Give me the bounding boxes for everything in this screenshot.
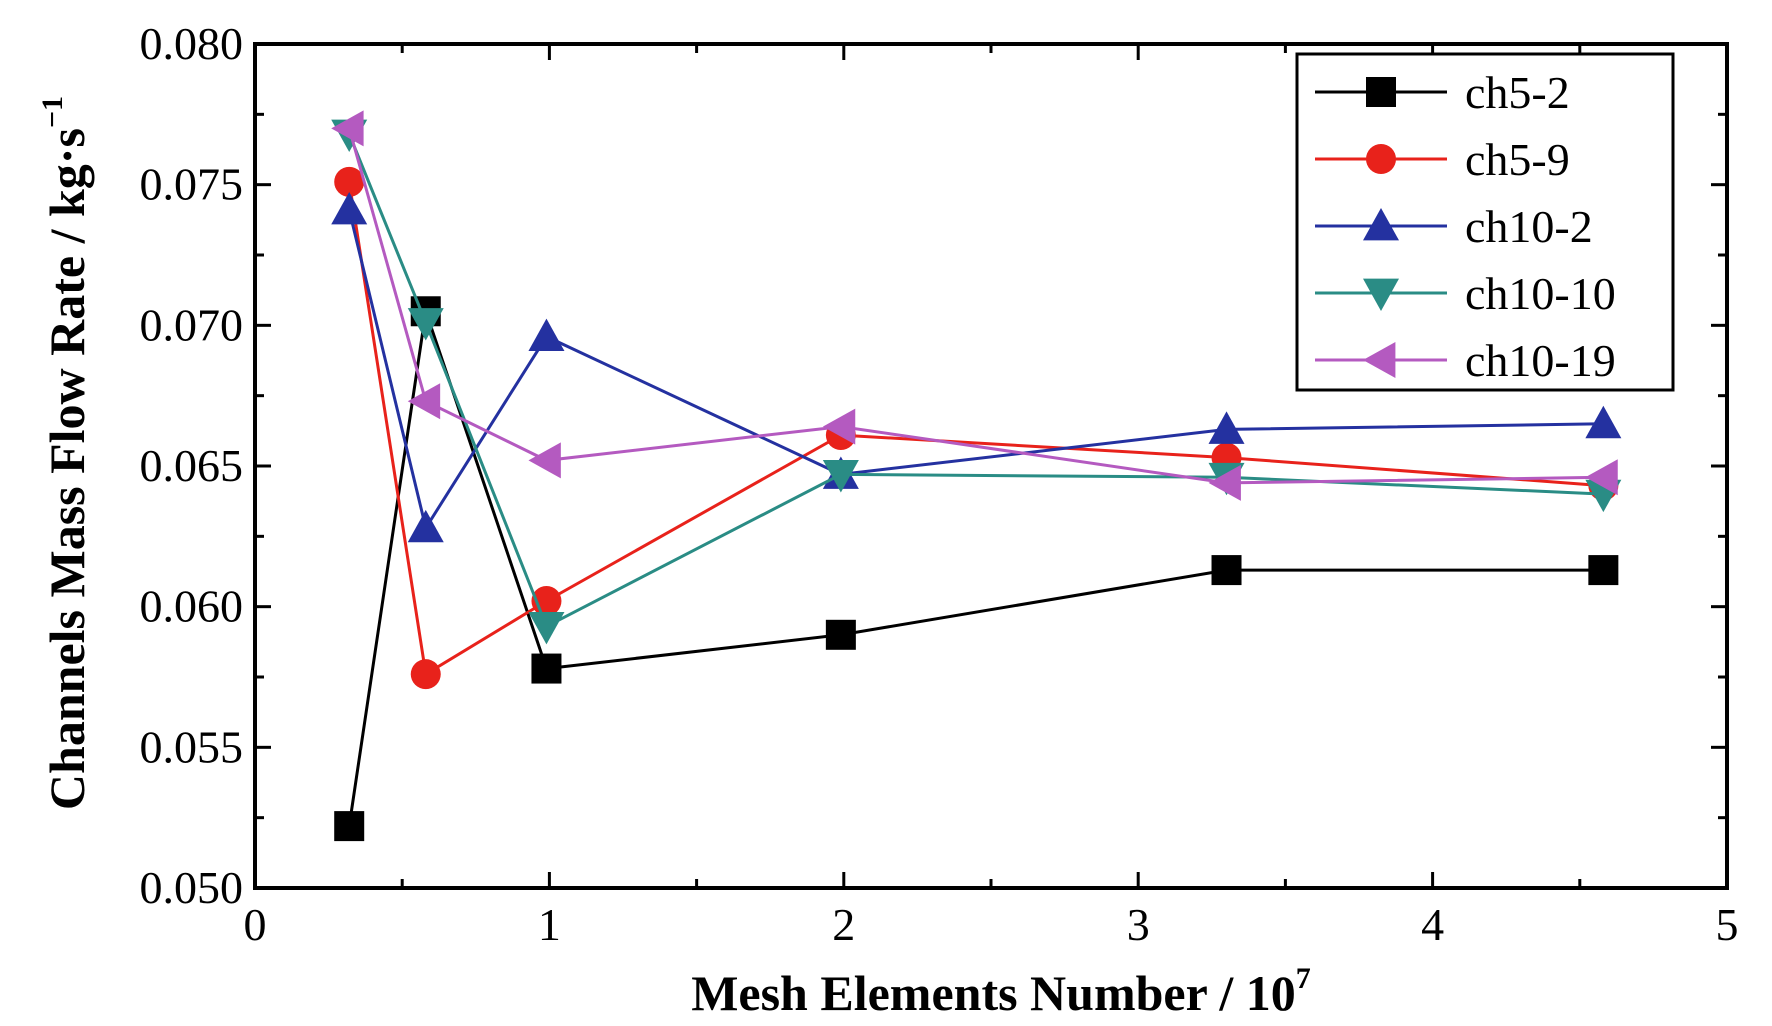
legend-marker <box>1363 342 1396 378</box>
legend-box <box>1295 52 1675 392</box>
data-point <box>822 408 856 445</box>
data-point <box>331 191 368 225</box>
x-tick-label: 3 <box>1127 899 1150 950</box>
series-ch10-2 <box>331 191 1622 543</box>
data-point <box>528 318 565 351</box>
series-line <box>347 133 1604 629</box>
data-point <box>331 110 364 147</box>
y-axis-title: Channels Mass Flow Rate / kg·s−1 <box>36 96 95 810</box>
data-point <box>334 811 365 842</box>
legend-label: ch10-19 <box>1465 335 1616 386</box>
series-ch5-2 <box>334 296 1619 842</box>
x-tick-label: 5 <box>1716 899 1739 950</box>
legend-label: ch10-10 <box>1465 268 1616 319</box>
data-point <box>1585 459 1618 496</box>
series-line <box>347 310 1604 827</box>
data-point <box>1585 405 1622 439</box>
y-tick-label: 0.050 <box>140 862 244 913</box>
legend-item-ch5-9: ch5-9 <box>1315 134 1570 185</box>
data-point <box>334 166 365 197</box>
series-ch10-19 <box>331 110 1618 501</box>
legend-marker <box>1366 77 1396 107</box>
data-point <box>407 383 441 420</box>
legend: ch5-2 ch5-9 ch10-2 ch10-10 ch10-19 <box>1295 52 1675 392</box>
x-tick-label: 4 <box>1421 899 1444 950</box>
series-line <box>347 181 1604 677</box>
y-tick-label: 0.055 <box>140 721 244 772</box>
series-line <box>347 127 1604 485</box>
series-layer <box>331 110 1622 842</box>
x-tick-label: 1 <box>538 899 561 950</box>
legend-label: ch5-9 <box>1465 134 1570 185</box>
data-point <box>407 308 444 341</box>
axis-ticks: 0 1 2 3 4 5 0.050 0.055 0.060 0.065 0.070 0.075 0.08… <box>140 18 1739 950</box>
legend-item-ch10-19: ch10-19 <box>1315 335 1616 386</box>
x-tick-label: 0 <box>244 899 267 950</box>
legend-item-ch10-10: ch10-10 <box>1315 268 1616 319</box>
y-tick-label: 0.080 <box>140 18 244 69</box>
legend-marker <box>1366 144 1396 174</box>
data-point <box>822 460 859 493</box>
series-line <box>347 209 1604 532</box>
legend-marker <box>1363 208 1399 241</box>
legend-marker <box>1363 278 1399 311</box>
data-point <box>528 442 561 479</box>
data-point <box>407 509 444 543</box>
data-point <box>825 619 856 650</box>
x-tick-label: 2 <box>832 899 855 950</box>
data-point <box>1208 411 1245 444</box>
x-axis-title: Mesh Elements Number / 107 <box>691 962 1311 1021</box>
legend-label: ch10-2 <box>1465 201 1593 252</box>
data-point <box>528 611 565 645</box>
data-point <box>531 653 562 684</box>
legend-label: ch5-2 <box>1465 67 1570 118</box>
legend-item-ch5-2: ch5-2 <box>1315 67 1570 118</box>
data-point <box>1208 464 1241 501</box>
y-tick-label: 0.075 <box>140 159 244 210</box>
data-point <box>1588 555 1619 586</box>
data-point <box>1211 555 1242 586</box>
y-tick-label: 0.065 <box>140 440 244 491</box>
y-tick-label: 0.070 <box>140 299 244 350</box>
data-point <box>410 659 441 690</box>
y-tick-label: 0.060 <box>140 581 244 632</box>
legend-item-ch10-2: ch10-2 <box>1315 201 1593 252</box>
